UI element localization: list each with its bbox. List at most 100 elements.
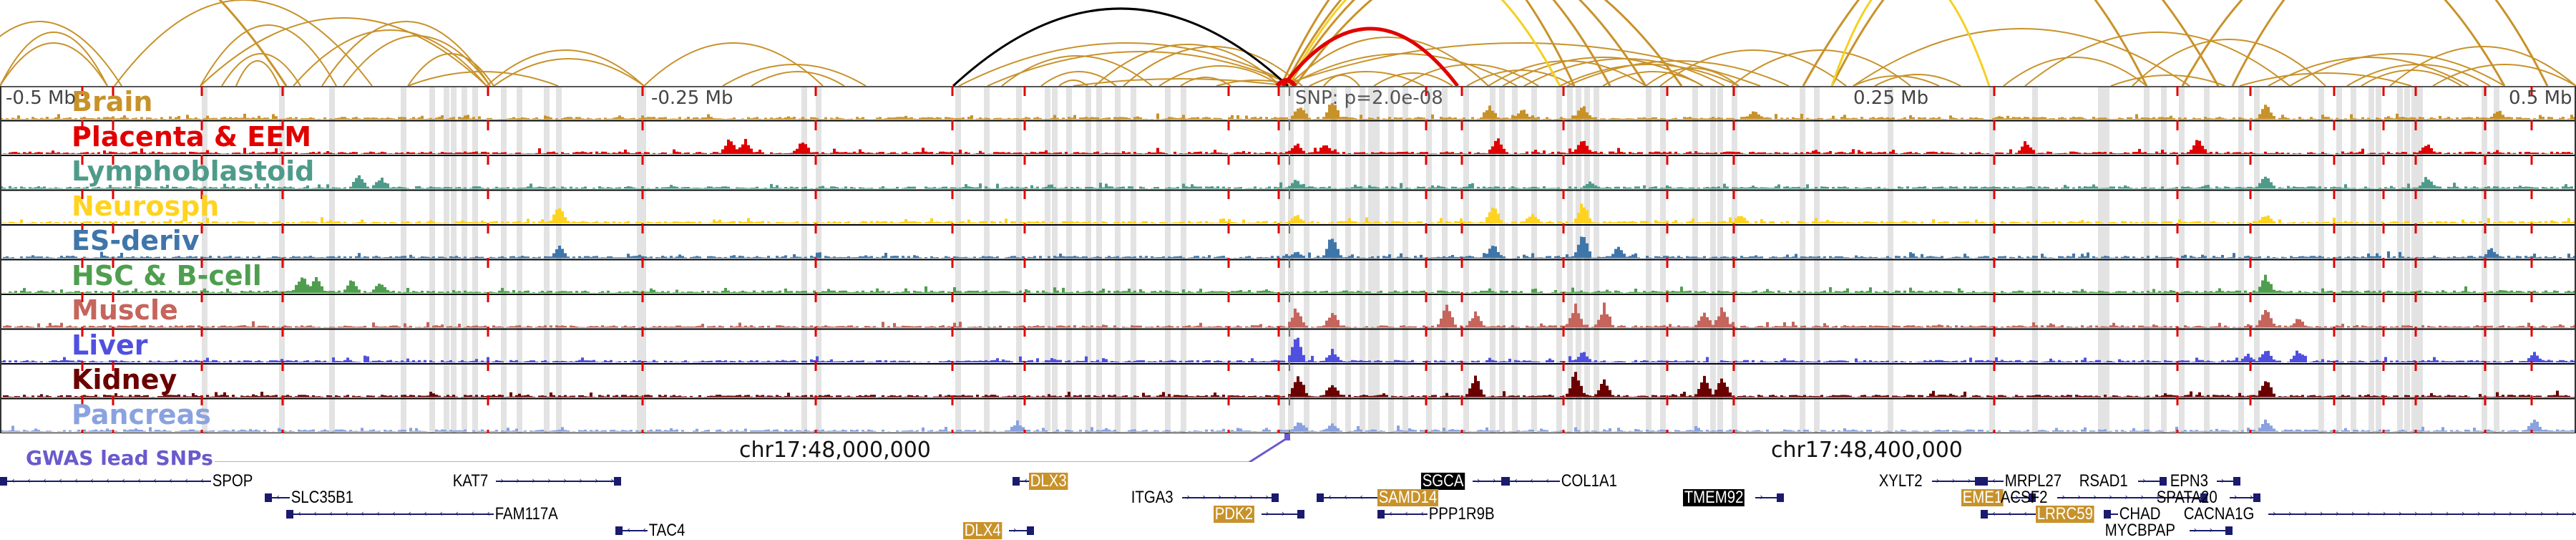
interaction-arc [1373,72,1453,86]
gene-col1a1[interactable]: ‹ ‹ ‹ COL1A1 [1503,473,1629,490]
interaction-arc [2110,74,2226,86]
interaction-arc [2231,0,2549,86]
strand-forward-icon: › [2383,508,2386,519]
gene-sgca[interactable]: SGCA › › [1421,471,1509,491]
gene-ppp1r9b[interactable]: ‹ ‹ ‹ PPP1R9B [1377,506,1508,523]
gene-label[interactable]: LRRC59 [2036,504,2094,524]
gene-spata20[interactable]: SPATA20 › › [2155,488,2261,507]
gene-mrpl27[interactable]: ‹ MRPL27 [1981,473,2073,490]
strand-forward-icon: › [1760,492,1764,502]
gene-pdk2[interactable]: PDK2 › › [1214,506,1304,523]
interaction-arc [321,21,491,86]
interaction-arc [1309,71,1425,86]
interaction-arc [0,21,122,86]
strand-forward-icon: › [2142,476,2146,486]
interaction-arc [218,0,288,86]
strand-forward-icon: › [2077,492,2082,502]
coordinate-label: chr17:48,000,000 [739,438,931,463]
strand-forward-icon: › [2220,476,2225,486]
strand-forward-icon: › [2062,492,2066,502]
gene-label[interactable]: SAMD14 [1377,488,1439,507]
gene-label[interactable]: FAM117A [494,504,558,524]
gene-body: › [2138,476,2160,485]
interaction-arc [1279,0,1576,86]
gene-slc35b1[interactable]: ‹ SLC35B1 [265,489,366,506]
gene-label[interactable]: EPN3 [2170,471,2208,491]
gene-label[interactable]: DLX4 [963,521,1002,540]
gene-label[interactable]: EME1 [1961,488,2004,507]
strand-forward-icon: › [2493,508,2497,519]
gene-label[interactable]: PPP1R9B [1428,504,1495,524]
gene-spop[interactable]: ‹ ‹ ‹ ‹ ‹ ‹ ‹ ‹ ‹ ‹ ‹ ‹ ‹ SPOP [0,473,262,490]
gene-exon [1272,493,1279,502]
gwas-label: GWAS lead SNPs [26,446,213,470]
gene-eme1[interactable]: EME1 › [1961,489,2036,506]
strand-forward-icon: › [1186,492,1191,502]
strand-reverse-icon: ‹ [313,508,317,519]
gene-exon [1027,526,1035,535]
strand-forward-icon: › [563,476,567,486]
gene-fam117a[interactable]: ‹ ‹ ‹ ‹ ‹ ‹ ‹ ‹ ‹ ‹ ‹ ‹ ‹ FAM117A [286,506,571,523]
interaction-arc [1853,28,2190,86]
strand-forward-icon: › [1202,492,1206,502]
gene-dlx4[interactable]: DLX4 › [963,521,1035,540]
strand-forward-icon: › [2336,508,2339,519]
gene-tac4[interactable]: ‹ ‹ TAC4 [615,522,693,539]
gene-itga3[interactable]: ITGA3 › › › › › › [1130,489,1279,506]
gene-acsf2[interactable]: ACSF2 › › › › › › › › › [1999,488,2208,507]
gene-rsad1[interactable]: RSAD1 › [2078,473,2167,490]
interaction-arc [1283,0,1611,86]
gene-label[interactable]: SPATA20 [2156,488,2218,507]
strand-reverse-icon: ‹ [169,476,172,486]
gene-exon [615,526,623,535]
interaction-arc [2268,57,2469,86]
gene-samd14[interactable]: ‹ ‹ ‹ SAMD14 [1317,489,1449,506]
gene-label[interactable]: MYCBPAP [2104,521,2175,540]
strand-forward-icon: › [1265,492,1269,502]
strand-forward-icon: › [2524,508,2528,519]
gene-label[interactable]: XYLT2 [1878,471,1923,491]
strand-forward-icon: › [2446,508,2449,519]
gene-chad[interactable]: CHAD [2104,506,2170,523]
interaction-arc [1502,57,1704,86]
interaction-arc [2346,64,2491,86]
gene-label[interactable]: SGCA [1421,471,1465,491]
interaction-arc [2239,72,2412,86]
gene-label[interactable]: RSAD1 [2079,471,2128,491]
strand-forward-icon: › [1477,476,1480,486]
gene-label[interactable]: ITGA3 [1131,488,1174,507]
gene-label[interactable]: TAC4 [648,521,686,540]
gene-label[interactable]: KAT7 [452,471,489,491]
gene-cacna1g[interactable]: CACNA1G››››››››››››››››››››› [2182,506,2576,523]
interaction-arc [2432,64,2576,86]
interaction-arc [1802,0,2220,86]
gene-label[interactable]: SPOP [212,471,253,491]
gene-label[interactable]: CACNA1G [2183,504,2255,524]
gene-xylt2[interactable]: XYLT2 › › › [1878,473,1982,490]
gene-label[interactable]: ACSF2 [2000,488,2048,507]
gene-lrrc59[interactable]: ‹ ‹ ‹ LRRC59 [1981,506,2104,523]
strand-reverse-icon: ‹ [1514,476,1518,486]
gene-epn3[interactable]: EPN3 › [2169,473,2240,490]
gene-kat7[interactable]: KAT7 › › › › › › › › [452,471,622,491]
gene-label[interactable]: DLX3 [1029,471,1068,491]
gene-exon [1297,510,1304,519]
gene-label[interactable]: SLC35B1 [291,488,354,507]
gene-mycbpap[interactable]: MYCBPAP › › [2104,522,2233,539]
gene-label[interactable]: TMEM92 [1683,488,1745,507]
gene-label[interactable]: PDK2 [1214,504,1254,524]
strand-forward-icon: › [2367,508,2371,519]
strand-reverse-icon: ‹ [153,476,157,486]
gene-tmem92[interactable]: TMEM92 › [1683,488,1785,507]
strand-forward-icon: › [1967,476,1971,486]
interaction-arc [987,51,1296,86]
gwas-snp-mark [1284,433,1290,440]
interaction-arcs [0,0,2576,86]
strand-forward-icon: › [2572,508,2575,519]
gene-exon [2160,477,2167,486]
gene-dlx3[interactable]: ‹ DLX3 [1013,473,1075,490]
interaction-arc [2132,39,2326,86]
gene-label[interactable]: MRPL27 [2004,471,2062,491]
gene-label[interactable]: CHAD [2119,504,2161,524]
gene-label[interactable]: COL1A1 [1561,471,1617,491]
